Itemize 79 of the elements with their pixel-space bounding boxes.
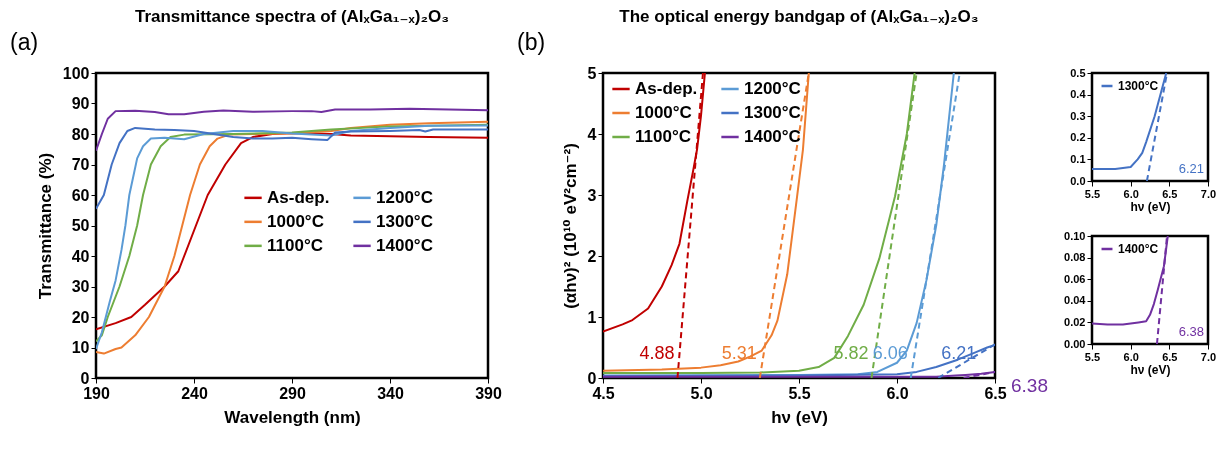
y-tick-label: 0.04 (1064, 294, 1087, 307)
y-tick-label: 50 (71, 217, 90, 234)
x-tick-label: 240 (181, 384, 208, 402)
x-axis-title: Wavelength (nm) (224, 407, 361, 427)
legend-label: 1200°C (376, 187, 433, 207)
y-tick-label: 60 (71, 186, 90, 204)
y-tick-label: 90 (71, 95, 90, 112)
y-tick-label: 0.2 (1070, 131, 1086, 144)
y-tick-label: 0.08 (1064, 251, 1086, 264)
y-tick-label: 0.0 (1070, 174, 1086, 187)
x-tick-label: 340 (377, 384, 404, 402)
x-tick-label: 5.0 (690, 384, 713, 402)
y-tick-label: 0.00 (1064, 337, 1086, 350)
x-tick-label: 6.5 (984, 384, 1007, 402)
y-tick-label: 20 (71, 308, 90, 326)
y-tick-label: 30 (71, 278, 90, 295)
x-tick-label: 7.0 (1200, 187, 1216, 200)
y-tick-label: 5 (587, 64, 597, 82)
y-tick-label: 0.10 (1064, 229, 1086, 242)
legend-label: 1000°C (267, 211, 324, 231)
x-tick-label: 390 (475, 384, 502, 402)
chart-title: The optical energy bandgap of (AlₓGa₁₋ₓ)₂O₃ (619, 7, 979, 26)
text: (a) (10, 29, 39, 55)
annotation: 5.31 (721, 343, 757, 363)
x-axis-title: hν (eV) (1130, 199, 1171, 214)
legend-label: 1300°C (1118, 79, 1159, 93)
y-tick-label: 3 (587, 186, 597, 204)
text: 6.38 (1011, 375, 1048, 396)
y-tick-label: 100 (62, 64, 90, 82)
y-tick-label: 0.5 (1070, 66, 1086, 79)
x-tick-label: 6.0 (886, 384, 909, 402)
x-tick-label: 5.5 (1084, 187, 1101, 200)
x-tick-label: 6.5 (1162, 350, 1178, 363)
x-tick-label: 190 (83, 384, 110, 402)
y-tick-label: 0.4 (1070, 88, 1087, 101)
y-axis-title: (αhν)² (10¹⁰ eV²cm⁻²) (560, 143, 580, 309)
legend-label: 1200°C (744, 79, 801, 98)
annotation: 4.88 (639, 343, 675, 363)
x-tick-label: 6.0 (1123, 187, 1139, 200)
legend-label: 1400°C (744, 127, 801, 146)
x-tick-label: 4.5 (592, 384, 615, 402)
text: (b) (517, 29, 546, 55)
legend-label: 1000°C (635, 103, 692, 122)
legend-label: As-dep. (267, 187, 330, 207)
x-tick-label: 5.5 (788, 384, 811, 402)
y-tick-label: 1 (587, 308, 597, 326)
y-tick-label: 0.1 (1070, 152, 1086, 165)
legend-label: As-dep. (635, 79, 698, 98)
y-tick-label: 2 (587, 247, 597, 265)
x-axis-title: hν (eV) (1130, 362, 1171, 377)
x-tick-label: 290 (279, 384, 306, 402)
x-tick-label: 5.5 (1084, 350, 1101, 363)
legend-label: 1300°C (744, 103, 801, 122)
x-tick-label: 6.0 (1123, 350, 1139, 363)
line-series (96, 107, 488, 152)
y-tick-label: 80 (71, 125, 90, 143)
annotation: 6.38 (1178, 324, 1204, 339)
y-tick-label: 0 (587, 369, 597, 387)
y-tick-label: 70 (71, 156, 90, 173)
legend-label: 1300°C (376, 211, 433, 231)
line-series (96, 126, 488, 210)
legend-label: 1100°C (267, 235, 324, 255)
annotation: 6.21 (1178, 161, 1204, 176)
y-tick-label: 0.02 (1064, 315, 1086, 328)
y-tick-label: 10 (71, 339, 90, 356)
y-tick-label: 4 (587, 125, 597, 143)
x-tick-label: 7.0 (1200, 350, 1216, 363)
annotation: 6.21 (941, 343, 977, 363)
x-axis-title: hν (eV) (771, 407, 828, 427)
y-tick-label: 0.06 (1064, 272, 1086, 285)
x-tick-label: 6.5 (1162, 187, 1178, 200)
legend-label: 1400°C (376, 235, 433, 255)
chart-title: Transmittance spectra of (AlₓGa₁₋ₓ)₂O₃ (134, 7, 450, 26)
legend-label: 1100°C (635, 127, 691, 146)
y-tick-label: 40 (71, 247, 90, 265)
y-tick-label: 0 (80, 369, 90, 387)
y-tick-label: 0.3 (1070, 109, 1086, 122)
y-axis-title: Transmittance (%) (35, 152, 55, 300)
legend-label: 1400°C (1118, 242, 1159, 256)
